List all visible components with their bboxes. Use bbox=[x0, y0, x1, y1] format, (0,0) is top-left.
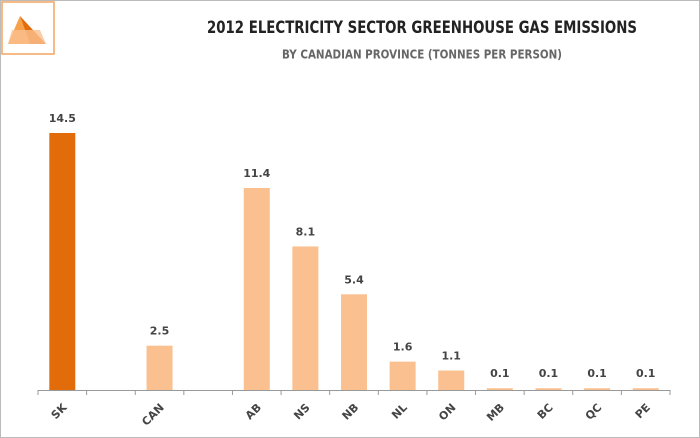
bar bbox=[438, 370, 465, 390]
value-label: 0.1 bbox=[539, 367, 559, 380]
bar bbox=[146, 345, 173, 390]
bar bbox=[535, 388, 562, 390]
value-label: 8.1 bbox=[296, 225, 316, 238]
bar bbox=[292, 246, 319, 390]
value-label: 11.4 bbox=[243, 167, 270, 180]
bar bbox=[632, 388, 659, 390]
value-label: 0.1 bbox=[587, 367, 607, 380]
bar bbox=[49, 133, 76, 390]
bar bbox=[341, 294, 367, 390]
value-label: 1.6 bbox=[393, 341, 413, 354]
value-label: 14.5 bbox=[49, 112, 76, 125]
value-label: 2.5 bbox=[150, 325, 170, 338]
chart-subtitle: BY CANADIAN PROVINCE (TONNES PER PERSON) bbox=[282, 48, 562, 62]
value-label: 1.1 bbox=[441, 350, 461, 363]
bar bbox=[584, 388, 611, 390]
logo bbox=[1, 1, 55, 55]
value-label: 0.1 bbox=[490, 367, 510, 380]
bar bbox=[389, 361, 416, 390]
chart-title: 2012 ELECTRICITY SECTOR GREENHOUSE GAS E… bbox=[207, 18, 637, 38]
bar bbox=[486, 388, 513, 390]
bar bbox=[243, 187, 270, 390]
value-label: 0.1 bbox=[636, 367, 656, 380]
value-label: 5.4 bbox=[344, 273, 364, 286]
